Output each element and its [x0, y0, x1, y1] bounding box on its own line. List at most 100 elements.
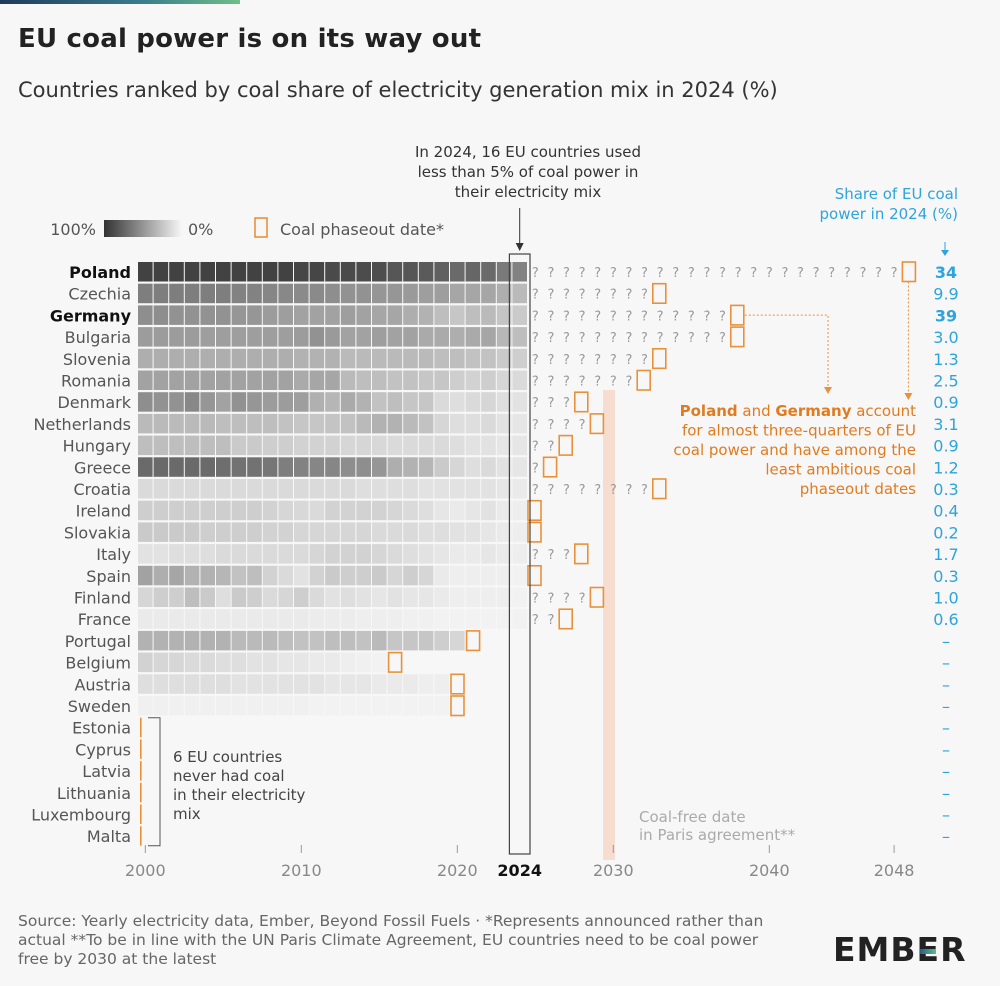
- heatmap-cell: [278, 500, 293, 521]
- pg-note-segment: Germany: [775, 402, 851, 420]
- heatmap-cell: [184, 544, 200, 564]
- legend-phaseout-marker: [254, 217, 268, 238]
- heatmap-cell: [262, 327, 278, 347]
- heatmap-cell: [262, 479, 278, 499]
- heatmap-cell: [465, 413, 481, 434]
- phaseout-marker: [589, 586, 605, 608]
- gap-year-marker: ?: [547, 418, 554, 433]
- gap-year-marker: ?: [579, 266, 586, 281]
- never-coal-note-line: in their electricity: [173, 786, 306, 804]
- heatmap-cell: [356, 305, 371, 325]
- heatmap-cell: [169, 565, 184, 586]
- country-label: Greece: [74, 458, 131, 477]
- heatmap-cell: [325, 435, 340, 456]
- heatmap-cell: [340, 500, 356, 521]
- paris-note-line: in Paris agreement**: [639, 826, 796, 844]
- heatmap-cell: [450, 522, 465, 542]
- share-value: –: [942, 784, 950, 803]
- country-label: Luxembourg: [31, 806, 131, 825]
- heatmap-cell: [309, 500, 325, 521]
- heatmap-cell: [387, 435, 403, 456]
- share-value: 0.3: [933, 480, 958, 499]
- gap-year-marker: ?: [532, 288, 539, 303]
- heatmap-cell: [216, 565, 231, 586]
- gap-year-marker: ?: [641, 331, 648, 346]
- heatmap-cell: [372, 348, 387, 369]
- heatmap-cell: [481, 262, 496, 282]
- share-value: 9.9: [933, 285, 958, 304]
- heatmap-cell: [465, 283, 481, 304]
- gap-year-marker: ?: [641, 266, 648, 281]
- heatmap-cell: [247, 500, 262, 521]
- heatmap-cell: [340, 327, 356, 347]
- heatmap-cell: [294, 652, 309, 673]
- heatmap-cell: [231, 392, 247, 412]
- heatmap-cell: [496, 305, 512, 325]
- gap-year-marker: ?: [641, 309, 648, 324]
- heatmap-cell: [434, 457, 449, 477]
- heatmap-cell: [450, 392, 465, 412]
- heatmap-cell: [216, 674, 231, 694]
- share-value: 39: [935, 306, 957, 325]
- heatmap-cell: [169, 262, 184, 282]
- heatmap-cell: [262, 435, 278, 456]
- heatmap-cell: [262, 457, 278, 477]
- heatmap-cell: [184, 392, 200, 412]
- heatmap-cell: [138, 696, 153, 716]
- logo-text-a: EMB: [833, 930, 917, 969]
- heatmap-cell: [153, 479, 169, 499]
- heatmap-cell: [356, 522, 371, 542]
- heatmap-cell: [340, 565, 356, 586]
- heatmap-cell: [247, 609, 262, 629]
- heatmap-cell: [294, 544, 309, 564]
- heatmap-cell: [512, 500, 527, 521]
- heatmap-cell: [512, 370, 527, 390]
- heatmap-cell: [450, 609, 465, 629]
- x-axis-tick-label: 2010: [281, 861, 322, 880]
- heatmap-cell: [169, 305, 184, 325]
- phaseout-marker: [901, 261, 917, 283]
- gap-year-marker: ?: [875, 266, 882, 281]
- heatmap-cell: [262, 262, 278, 282]
- heatmap-cell: [231, 457, 247, 477]
- heatmap-cell: [387, 392, 403, 412]
- heatmap-cell: [496, 457, 512, 477]
- heatmap-cell: [231, 327, 247, 347]
- country-label: Czechia: [68, 285, 131, 304]
- heatmap-cell: [418, 565, 434, 586]
- gap-year-marker: ?: [594, 331, 601, 346]
- gap-year-marker: ?: [532, 418, 539, 433]
- gap-year-marker: ?: [594, 375, 601, 390]
- heatmap-cell: [278, 609, 293, 629]
- heatmap-cell: [403, 630, 418, 651]
- heatmap-cell: [216, 500, 231, 521]
- heatmap-cell: [356, 283, 371, 304]
- heatmap-cell: [169, 392, 184, 412]
- share-header-line: Share of EU coal: [835, 185, 958, 203]
- x-axis-tick-label: 2024: [497, 861, 542, 880]
- share-value: 0.4: [933, 502, 958, 521]
- heatmap-cell: [340, 392, 356, 412]
- pg-note-line: coal power and have among the: [673, 441, 916, 459]
- heatmap-cell: [309, 652, 325, 673]
- heatmap-cell: [184, 609, 200, 629]
- heatmap-cell: [372, 392, 387, 412]
- heatmap-cell: [418, 283, 434, 304]
- heatmap-cell: [403, 413, 418, 434]
- heatmap-cell: [294, 305, 309, 325]
- heatmap-cell: [309, 457, 325, 477]
- heatmap-cell: [512, 435, 527, 456]
- heatmap-cell: [231, 500, 247, 521]
- heatmap-cell: [481, 370, 496, 390]
- heatmap-cell: [434, 630, 449, 651]
- heatmap-cell: [153, 413, 169, 434]
- legend-high-label: 100%: [50, 220, 96, 239]
- heatmap-cell: [309, 392, 325, 412]
- heatmap-cell: [481, 500, 496, 521]
- share-value: 1.7: [933, 545, 958, 564]
- gap-year-marker: ?: [547, 592, 554, 607]
- heatmap-cell: [216, 479, 231, 499]
- heatmap-cell: [387, 522, 403, 542]
- heatmap-cell: [387, 674, 403, 694]
- heatmap-cell: [372, 283, 387, 304]
